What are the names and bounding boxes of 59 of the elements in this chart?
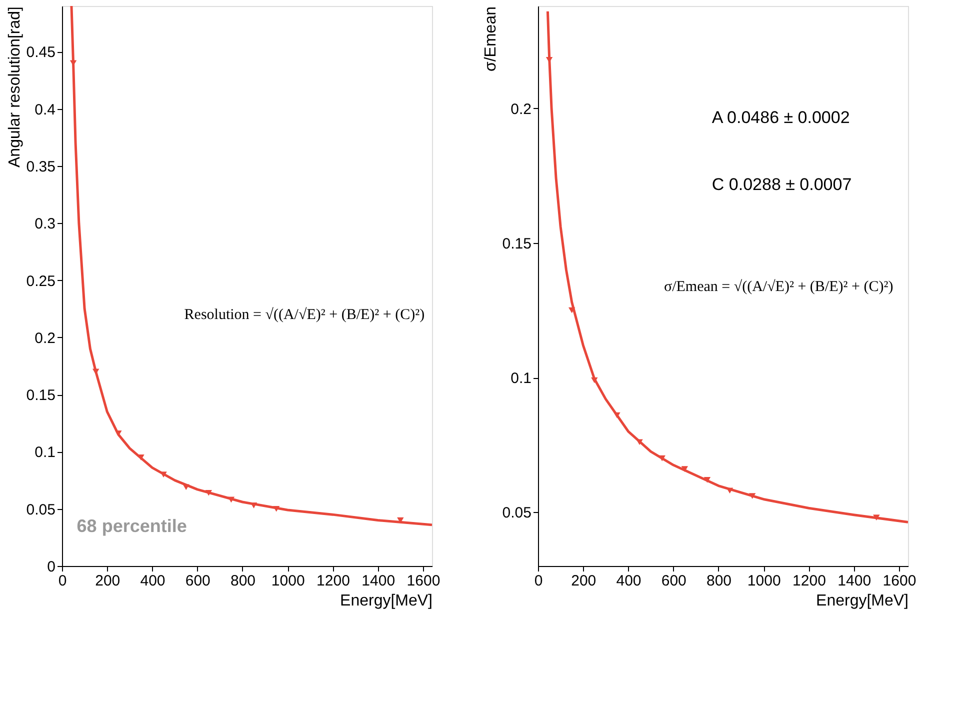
y-tick-label: 0: [47, 558, 56, 576]
point: [614, 412, 620, 418]
point: [873, 514, 880, 520]
point: [681, 466, 688, 472]
x-tick-label: 1200: [792, 572, 826, 590]
x-tick-label: 200: [95, 572, 120, 590]
x-tick-label: 400: [140, 572, 166, 590]
y-axis-title: Angular resolution[rad]: [6, 6, 24, 168]
y-tick-label: 0.1: [34, 444, 56, 462]
y-tick-label: 0.15: [26, 387, 56, 404]
point: [397, 517, 404, 524]
annotation: A 0.0486 ± 0.0002: [712, 108, 850, 127]
x-axis-title: Energy[MeV]: [340, 592, 432, 610]
point: [138, 454, 144, 460]
x-tick-label: 800: [230, 572, 256, 590]
point: [748, 493, 756, 499]
x-tick-label: 200: [571, 572, 596, 590]
x-tick-label: 600: [661, 572, 686, 590]
annotation: σ/Emean = √((A/√E)² + (B/E)² + (C)²): [664, 279, 894, 295]
y-tick-label: 0.05: [26, 501, 56, 518]
y-tick-label: 0.15: [502, 235, 532, 252]
y-tick-label: 0.05: [502, 504, 532, 522]
x-tick-label: 400: [616, 572, 642, 590]
x-tick-label: 0: [58, 572, 67, 590]
point: [182, 484, 190, 490]
y-axis-title: σ/Emean: [482, 6, 500, 72]
x-tick-label: 1200: [316, 572, 350, 590]
y-tick-label: 0.4: [34, 101, 56, 118]
annotation: Resolution = √((A/√E)² + (B/E)² + (C)²): [184, 307, 425, 323]
y-tick-label: 0.1: [510, 370, 532, 388]
point: [591, 377, 598, 384]
annotation: 68 percentile: [76, 516, 187, 536]
y-tick-label: 0.3: [34, 216, 56, 233]
x-tick-label: 1000: [271, 572, 305, 590]
x-tick-label: 1400: [838, 572, 872, 590]
point: [228, 496, 235, 503]
point: [115, 430, 122, 436]
point: [704, 476, 711, 483]
x-tick-label: 0: [534, 572, 543, 590]
y-tick-label: 0.25: [26, 272, 56, 290]
x-axis-title: Energy[MeV]: [816, 592, 908, 610]
point: [568, 307, 576, 314]
y-tick-label: 0.2: [510, 100, 532, 118]
point: [92, 368, 100, 375]
x-tick-label: 1400: [362, 572, 396, 590]
x-tick-label: 800: [706, 572, 732, 590]
x-tick-label: 1600: [882, 572, 916, 590]
y-tick-label: 0.45: [26, 44, 56, 62]
point: [658, 455, 666, 462]
point: [205, 490, 212, 496]
x-tick-label: 600: [185, 572, 210, 590]
annotation: C 0.0288 ± 0.0007: [712, 175, 852, 194]
point: [272, 506, 280, 512]
point: [636, 439, 643, 446]
y-tick-label: 0.35: [26, 158, 56, 176]
y-tick-label: 0.2: [34, 330, 56, 347]
line-series: [546, 10, 908, 524]
x-tick-label: 1600: [406, 572, 440, 590]
x-tick-label: 1000: [747, 572, 781, 590]
